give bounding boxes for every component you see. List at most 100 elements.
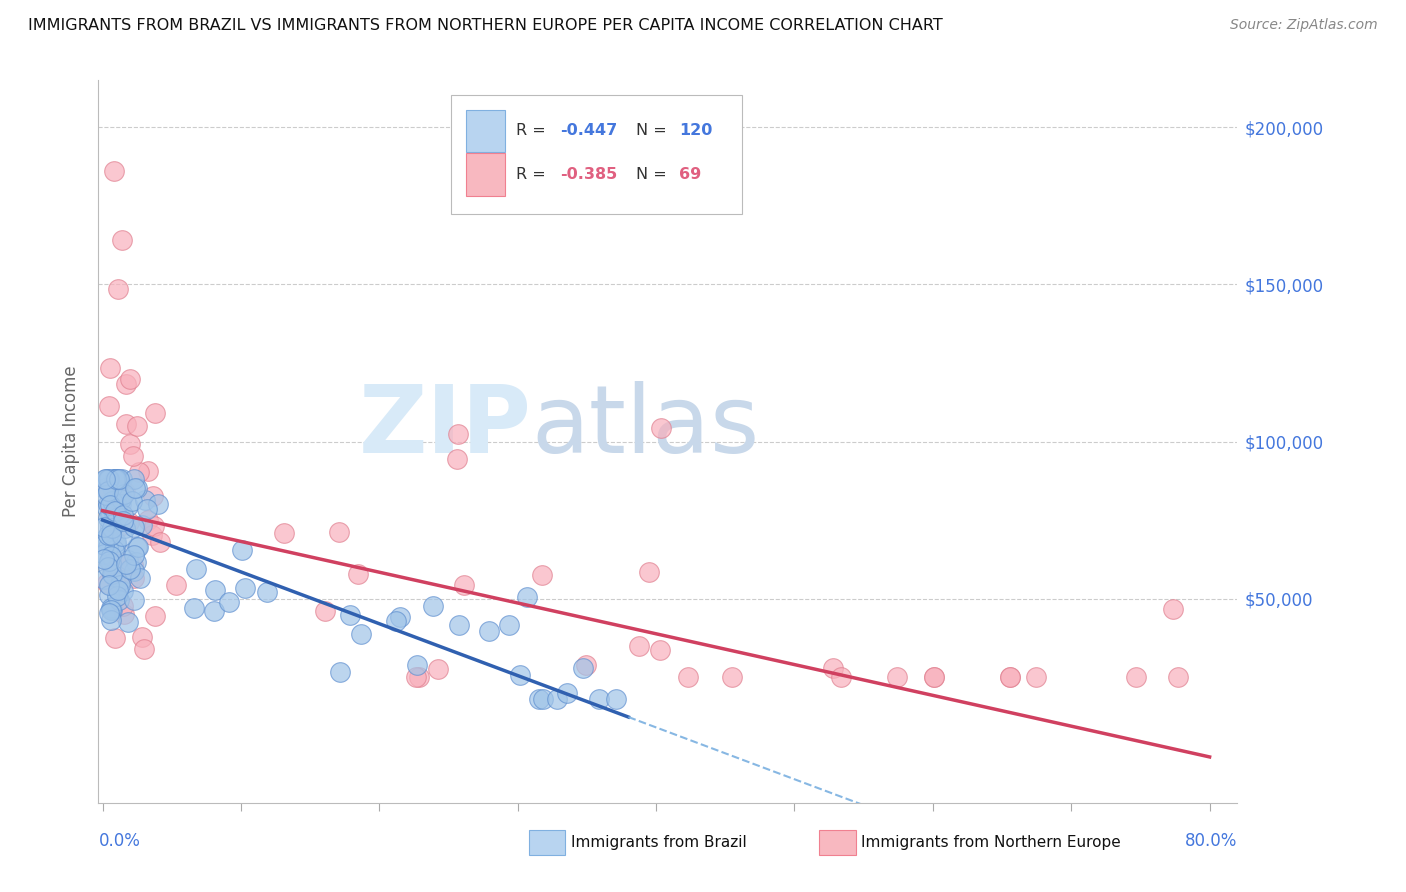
Point: [405, 657, 427, 672]
Point: [104, 500, 127, 515]
Point: [100, 549, 122, 564]
Point: [546, 692, 568, 706]
Point: [103, 164, 125, 178]
Point: [498, 617, 520, 632]
Point: [638, 565, 661, 579]
Point: [1161, 602, 1184, 616]
Point: [104, 631, 127, 645]
Point: [555, 686, 578, 700]
Point: [98, 498, 121, 512]
Point: [97, 483, 120, 498]
Point: [830, 670, 852, 684]
Point: [94, 533, 117, 547]
Point: [998, 670, 1021, 684]
Point: [676, 670, 699, 684]
Point: [105, 472, 128, 486]
Point: [112, 607, 135, 621]
Point: [183, 601, 205, 615]
Point: [121, 450, 143, 464]
Point: [122, 472, 145, 486]
FancyBboxPatch shape: [529, 830, 565, 855]
Point: [516, 590, 538, 604]
Point: [328, 525, 350, 540]
Point: [426, 662, 449, 676]
Point: [110, 490, 132, 504]
Point: [124, 481, 146, 495]
Point: [131, 517, 153, 532]
Point: [122, 558, 145, 572]
Point: [141, 528, 163, 542]
Point: [136, 464, 159, 478]
Point: [103, 516, 125, 531]
Point: [447, 427, 470, 442]
Point: [572, 661, 595, 675]
Point: [107, 282, 129, 296]
Point: [256, 585, 278, 599]
Point: [384, 615, 406, 629]
Point: [110, 492, 132, 507]
Point: [101, 503, 124, 517]
Point: [117, 615, 139, 629]
Text: 80.0%: 80.0%: [1185, 831, 1237, 850]
Point: [105, 589, 128, 603]
Point: [93, 572, 115, 586]
Point: [125, 555, 148, 569]
Point: [128, 465, 150, 479]
Point: [204, 582, 226, 597]
Point: [1125, 670, 1147, 684]
Point: [136, 501, 159, 516]
Point: [165, 578, 187, 592]
Point: [149, 535, 172, 549]
Text: Immigrants from Northern Europe: Immigrants from Northern Europe: [862, 835, 1121, 850]
Point: [107, 583, 129, 598]
Point: [120, 436, 142, 450]
Point: [98, 606, 121, 620]
Point: [93, 538, 115, 552]
Point: [1000, 670, 1022, 684]
Text: Source: ZipAtlas.com: Source: ZipAtlas.com: [1230, 18, 1378, 32]
Point: [107, 555, 129, 569]
Point: [96, 575, 118, 590]
Point: [453, 578, 475, 592]
Point: [111, 508, 134, 522]
Point: [93, 551, 115, 566]
Point: [118, 515, 141, 529]
Point: [124, 519, 146, 533]
Point: [103, 542, 125, 557]
Point: [122, 570, 145, 584]
FancyBboxPatch shape: [467, 110, 505, 153]
Point: [97, 559, 120, 574]
Text: ZIP: ZIP: [359, 381, 531, 473]
Text: 0.0%: 0.0%: [98, 831, 141, 850]
Point: [98, 588, 121, 602]
Point: [346, 566, 368, 581]
Point: [114, 521, 136, 535]
Point: [110, 573, 132, 587]
Point: [111, 599, 134, 614]
Point: [108, 502, 131, 516]
Point: [100, 557, 122, 571]
Point: [112, 486, 135, 500]
Point: [104, 503, 127, 517]
Point: [98, 578, 121, 592]
Point: [117, 553, 139, 567]
Point: [98, 485, 121, 500]
Point: [108, 556, 131, 570]
Text: -0.385: -0.385: [560, 167, 617, 182]
Point: [143, 406, 166, 420]
Point: [107, 473, 129, 487]
Text: Immigrants from Brazil: Immigrants from Brazil: [571, 835, 747, 850]
Text: N =: N =: [636, 123, 672, 138]
Point: [97, 540, 120, 554]
Point: [120, 562, 142, 576]
Point: [111, 234, 134, 248]
Point: [101, 521, 124, 535]
Point: [100, 528, 122, 542]
Point: [100, 488, 122, 502]
Point: [112, 583, 135, 598]
Text: R =: R =: [516, 167, 551, 182]
Point: [110, 483, 132, 498]
Point: [117, 500, 139, 514]
Point: [273, 525, 295, 540]
Point: [107, 509, 129, 524]
